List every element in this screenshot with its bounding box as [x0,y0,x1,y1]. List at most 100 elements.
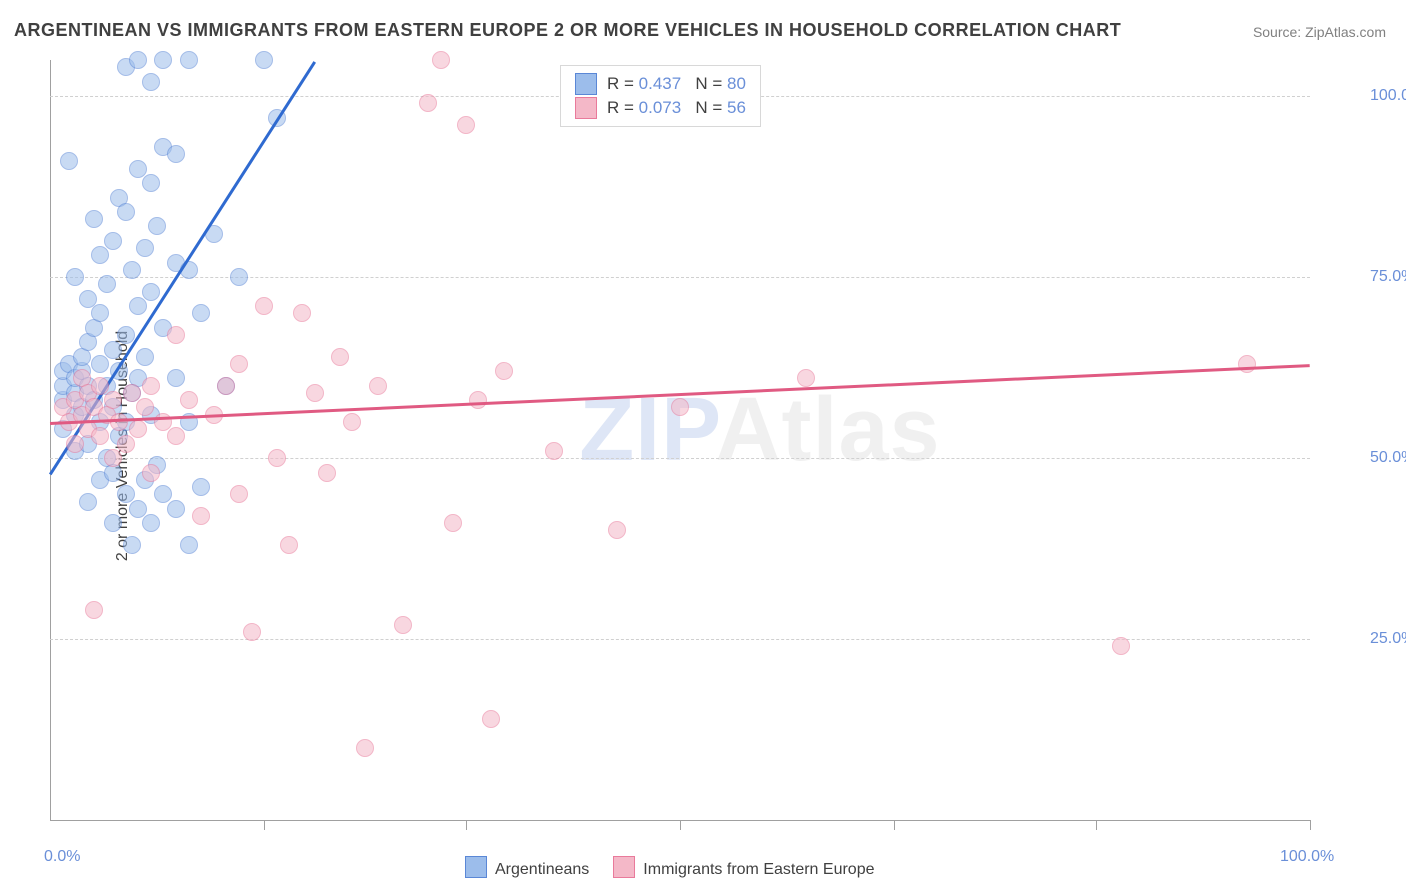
data-point [136,239,154,257]
data-point [129,420,147,438]
data-point [482,710,500,728]
data-point [110,413,128,431]
data-point [1112,637,1130,655]
data-point [255,51,273,69]
data-point [280,536,298,554]
data-point [136,398,154,416]
data-point [255,297,273,315]
legend-item: Immigrants from Eastern Europe [613,856,874,879]
legend-stats: R = 0.073 N = 56 [607,96,746,120]
data-point [91,427,109,445]
data-point [142,464,160,482]
data-point [85,601,103,619]
data-point [230,355,248,373]
data-point [293,304,311,322]
x-tick [466,820,467,830]
data-point [167,369,185,387]
data-point [123,261,141,279]
data-point [343,413,361,431]
data-point [457,116,475,134]
x-tick [894,820,895,830]
data-point [60,152,78,170]
data-point [180,51,198,69]
data-point [167,427,185,445]
data-point [180,536,198,554]
data-point [306,384,324,402]
chart-title: ARGENTINEAN VS IMMIGRANTS FROM EASTERN E… [14,20,1121,41]
data-point [230,485,248,503]
data-point [142,73,160,91]
data-point [85,210,103,228]
data-point [419,94,437,112]
legend-swatch [575,73,597,95]
data-point [217,377,235,395]
data-point [318,464,336,482]
data-point [230,268,248,286]
watermark-atlas: Atlas [716,380,941,480]
data-point [167,500,185,518]
data-point [129,51,147,69]
data-point [66,268,84,286]
data-point [331,348,349,366]
data-point [192,478,210,496]
data-point [123,536,141,554]
data-point [104,341,122,359]
data-point [432,51,450,69]
correlation-legend: R = 0.437 N = 80R = 0.073 N = 56 [560,65,761,127]
data-point [142,514,160,532]
series-legend: Argentineans Immigrants from Eastern Euro… [465,856,875,879]
data-point [79,493,97,511]
legend-label: Argentineans [495,861,589,878]
chart-container: ARGENTINEAN VS IMMIGRANTS FROM EASTERN E… [0,0,1406,892]
x-tick [680,820,681,830]
legend-stats: R = 0.437 N = 80 [607,72,746,96]
data-point [1238,355,1256,373]
legend-swatch [575,97,597,119]
data-point [117,435,135,453]
data-point [98,275,116,293]
data-point [154,51,172,69]
data-point [268,449,286,467]
legend-row: R = 0.073 N = 56 [575,96,746,120]
data-point [66,435,84,453]
data-point [91,246,109,264]
data-point [369,377,387,395]
data-point [142,174,160,192]
source-label: Source: ZipAtlas.com [1253,24,1386,40]
data-point [91,304,109,322]
x-tick [264,820,265,830]
plot-area: ZIPAtlas 25.0%50.0%75.0%100.0%0.0%100.0% [50,60,1310,820]
data-point [91,355,109,373]
legend-label: Immigrants from Eastern Europe [643,861,874,878]
data-point [142,283,160,301]
data-point [104,232,122,250]
data-point [136,348,154,366]
data-point [104,514,122,532]
legend-swatch [613,856,635,878]
y-axis [50,60,51,820]
data-point [117,326,135,344]
data-point [104,449,122,467]
data-point [167,145,185,163]
legend-row: R = 0.437 N = 80 [575,72,746,96]
data-point [192,304,210,322]
data-point [167,326,185,344]
data-point [142,377,160,395]
data-point [444,514,462,532]
data-point [797,369,815,387]
data-point [356,739,374,757]
x-tick-label: 100.0% [1280,848,1334,866]
data-point [243,623,261,641]
data-point [117,203,135,221]
data-point [129,297,147,315]
data-point [469,391,487,409]
data-point [104,391,122,409]
data-point [608,521,626,539]
data-point [192,507,210,525]
x-tick [1096,820,1097,830]
x-tick-label: 0.0% [44,848,80,866]
data-point [671,398,689,416]
legend-item: Argentineans [465,856,589,879]
data-point [545,442,563,460]
data-point [495,362,513,380]
